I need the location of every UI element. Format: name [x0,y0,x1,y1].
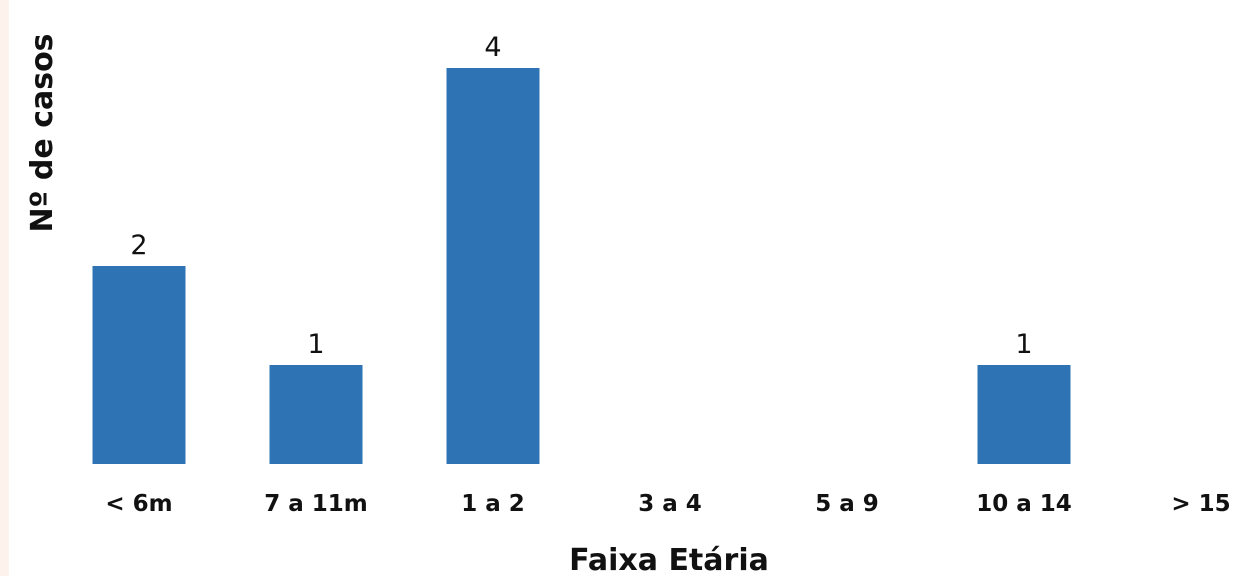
x-tick-label-1: 7 a 11m [264,491,368,517]
bar-2 [446,68,540,464]
left-margin-strip [0,0,9,576]
data-label-2: 4 [484,32,501,63]
data-label-0: 2 [130,230,147,261]
data-labels-group: 2 1 4 1 [130,32,1032,360]
bar-1 [269,365,363,464]
x-tick-labels-group: < 6m 7 a 11m 1 a 2 3 a 4 5 a 9 10 a 14 > 15 [105,491,1230,517]
x-tick-label-2: 1 a 2 [461,491,525,517]
x-tick-label-4: 5 a 9 [815,491,879,517]
bar-0 [92,266,186,464]
x-tick-label-5: 10 a 14 [976,491,1072,517]
x-axis-title: Faixa Etária [569,543,769,576]
data-label-1: 1 [307,329,324,360]
bar-5 [977,365,1071,464]
x-tick-label-6: > 15 [1171,491,1230,517]
x-tick-label-0: < 6m [105,491,172,517]
bars-group [92,68,1071,464]
data-label-5: 1 [1015,329,1032,360]
x-tick-label-3: 3 a 4 [638,491,702,517]
y-axis-title: Nº de casos [25,33,60,232]
